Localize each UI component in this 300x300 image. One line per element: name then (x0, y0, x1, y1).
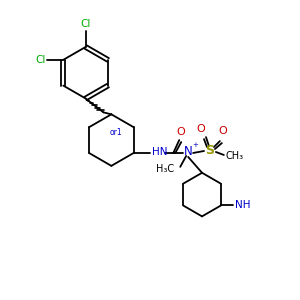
Text: or1: or1 (110, 128, 122, 137)
Text: O: O (197, 124, 206, 134)
Text: CH₃: CH₃ (226, 151, 244, 161)
Text: O: O (177, 127, 186, 137)
Text: +: + (192, 142, 198, 148)
Text: H₃C: H₃C (156, 164, 174, 174)
Text: HN: HN (152, 147, 167, 157)
Text: S: S (206, 145, 214, 158)
Text: Cl: Cl (35, 55, 46, 65)
Text: N: N (184, 146, 193, 158)
Text: O: O (218, 126, 227, 136)
Text: NH: NH (235, 200, 250, 211)
Text: Cl: Cl (80, 19, 91, 29)
